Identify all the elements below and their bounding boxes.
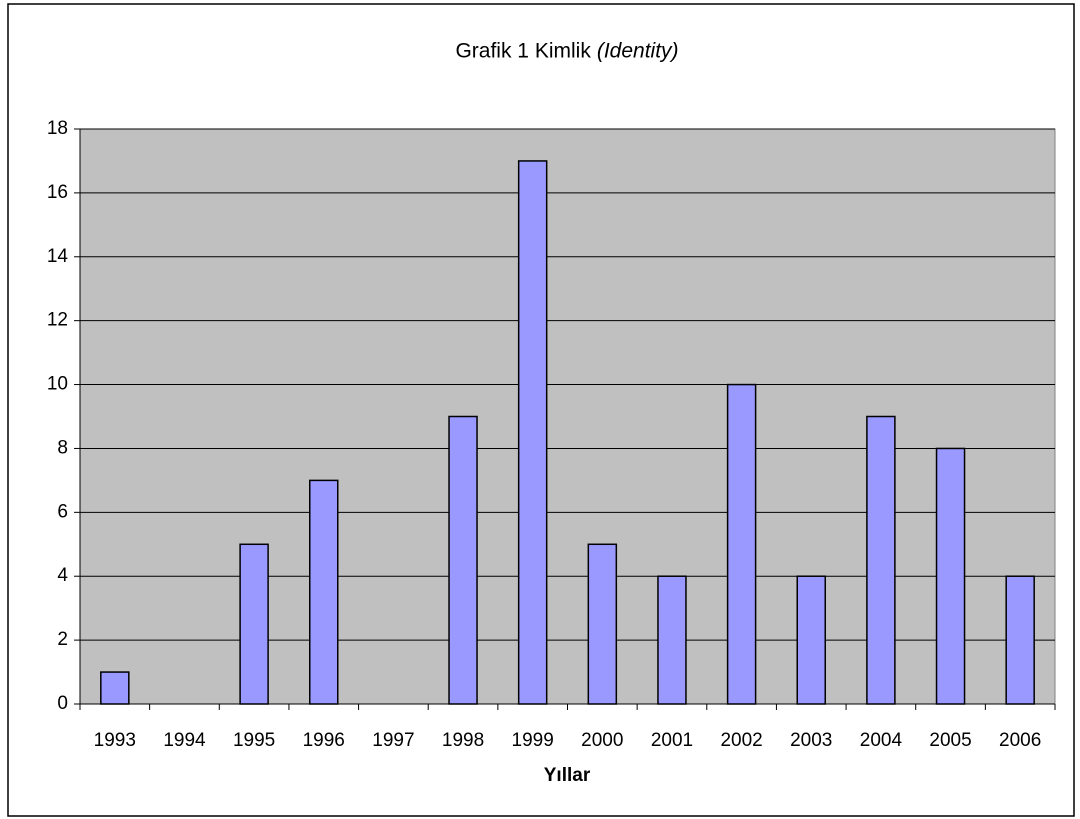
x-tick-label: 1994 <box>163 730 206 751</box>
y-tick-label: 18 <box>47 118 68 139</box>
y-tick-label: 0 <box>57 693 68 714</box>
x-tick-label: 1995 <box>233 730 275 751</box>
chart-title-italic: (Identity) <box>597 40 679 63</box>
bar <box>587 543 618 705</box>
y-tick-label: 2 <box>57 629 68 650</box>
bar <box>100 671 130 705</box>
x-tick-label: 2006 <box>999 730 1041 751</box>
x-tick-label: 2004 <box>860 730 903 751</box>
x-tick-label: 2001 <box>651 730 693 751</box>
y-tick-label: 12 <box>47 310 68 331</box>
x-tick-label: 1998 <box>442 730 484 751</box>
bar <box>796 575 826 705</box>
bar <box>1005 575 1035 705</box>
y-tick-label: 6 <box>57 501 68 522</box>
x-axis-label: Yıllar <box>544 765 591 786</box>
y-tick-label: 4 <box>57 565 68 586</box>
bar <box>866 415 896 705</box>
y-tick-label: 16 <box>47 182 68 203</box>
bar <box>448 415 478 705</box>
x-tick-label: 1996 <box>303 730 345 751</box>
x-tick-label: 2002 <box>720 730 762 751</box>
x-tick-label: 1997 <box>372 730 414 751</box>
plot-area <box>79 128 1056 705</box>
x-tick-label: 1993 <box>94 730 136 751</box>
x-tick-label: 1999 <box>512 730 554 751</box>
x-tick-label: 2003 <box>790 730 832 751</box>
chart-title: Grafik 1 Kimlik <box>455 40 591 63</box>
bar <box>657 575 687 705</box>
bar <box>935 447 966 705</box>
bar <box>517 160 548 705</box>
x-tick-label: 2000 <box>581 730 623 751</box>
bar <box>239 543 269 705</box>
y-tick-label: 8 <box>57 437 68 458</box>
y-tick-label: 10 <box>47 374 68 395</box>
x-tick-label: 2005 <box>929 730 971 751</box>
bar <box>309 479 339 705</box>
y-tick-label: 14 <box>47 246 69 267</box>
bar <box>726 383 757 705</box>
